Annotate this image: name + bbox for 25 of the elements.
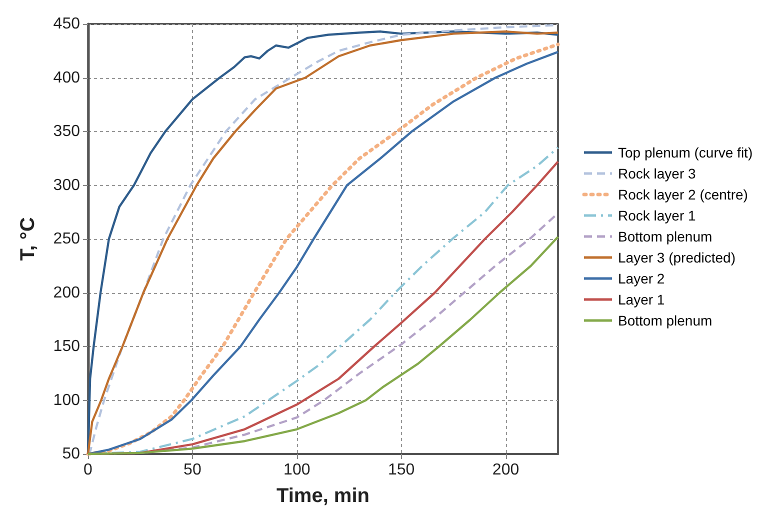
legend-label: Layer 2	[618, 270, 665, 286]
legend-label: Top plenum (curve fit)	[618, 144, 753, 160]
y-tick-label: 200	[53, 284, 80, 302]
x-tick-label: 50	[184, 462, 202, 478]
y-tick-label: 400	[53, 69, 80, 86]
legend-label: Layer 3 (predicted)	[618, 250, 736, 266]
x-tick-label: 200	[492, 462, 520, 478]
y-tick-label: 300	[53, 176, 80, 194]
y-tick-label: 50	[62, 446, 80, 462]
legend-label: Bottom plenum	[618, 228, 712, 244]
y-tick-label: 450	[53, 16, 80, 32]
legend-label: Rock layer 2 (centre)	[618, 186, 748, 202]
y-tick-label: 250	[53, 230, 80, 248]
legend-label: Layer 1	[618, 292, 665, 308]
x-axis-title: Time, min	[276, 485, 370, 507]
legend-label: Rock layer 3	[618, 166, 696, 182]
x-tick-label: 150	[388, 462, 415, 478]
y-tick-label: 100	[53, 392, 80, 409]
x-tick-label: 100	[284, 462, 310, 478]
x-tick-label: 0	[84, 462, 93, 478]
y-tick-label: 150	[53, 338, 80, 355]
y-tick-label: 350	[53, 123, 80, 140]
legend-label: Rock layer 1	[618, 208, 696, 224]
y-axis-title: T, °C	[17, 217, 39, 261]
legend-label: Bottom plenum	[618, 312, 712, 328]
